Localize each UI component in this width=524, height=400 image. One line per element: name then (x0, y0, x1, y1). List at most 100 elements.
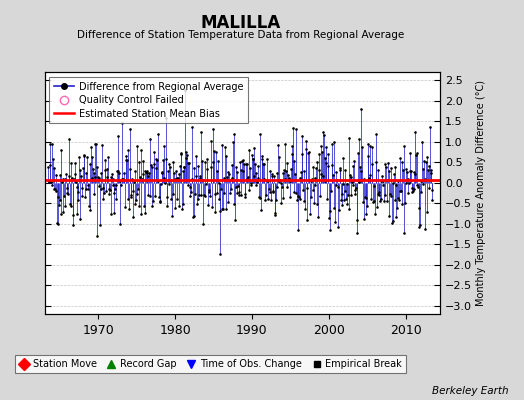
Point (398, 201, 407, 207)
Point (140, 203, 148, 210)
Point (173, 175, 181, 182)
Point (141, 169, 150, 176)
Point (128, 188, 137, 194)
Point (125, 206, 133, 212)
Point (198, 158, 206, 164)
Point (217, 186, 225, 192)
Point (291, 171, 299, 177)
Point (132, 197, 140, 203)
Point (260, 175, 268, 182)
Point (215, 180, 223, 186)
Point (344, 192, 352, 198)
Point (281, 176, 289, 182)
Point (137, 210, 146, 217)
Point (248, 155, 257, 162)
Point (377, 178, 385, 184)
Point (369, 183, 378, 190)
Point (270, 172, 278, 179)
Point (283, 184, 291, 190)
Point (244, 147, 253, 154)
Point (219, 206, 227, 212)
Point (352, 184, 360, 191)
Point (191, 153, 200, 160)
Point (165, 181, 173, 187)
Point (130, 179, 138, 185)
Point (104, 154, 112, 160)
Point (351, 187, 359, 193)
Point (116, 221, 125, 227)
Point (136, 146, 145, 153)
Point (167, 196, 176, 202)
Point (174, 203, 183, 209)
Point (298, 150, 307, 157)
Point (156, 198, 165, 204)
Point (370, 197, 378, 204)
Point (180, 164, 189, 170)
Point (144, 173, 152, 179)
Point (341, 167, 349, 174)
Point (70, 176, 78, 182)
Point (412, 152, 420, 158)
Point (115, 178, 124, 184)
Point (120, 177, 128, 183)
Point (364, 141, 372, 147)
Point (149, 198, 157, 204)
Point (423, 154, 431, 160)
Point (391, 164, 399, 170)
Point (63, 185, 72, 191)
Text: Berkeley Earth: Berkeley Earth (432, 386, 508, 396)
Point (195, 173, 204, 180)
Point (273, 170, 281, 177)
Point (422, 209, 431, 215)
Point (302, 146, 310, 152)
Point (172, 196, 181, 202)
Point (98, 142, 106, 148)
Point (376, 198, 384, 204)
Point (343, 201, 352, 207)
Point (307, 194, 315, 200)
Point (345, 206, 353, 212)
Point (230, 201, 238, 208)
Point (287, 165, 296, 172)
Point (147, 162, 155, 168)
Point (213, 168, 222, 174)
Point (158, 170, 167, 176)
Point (359, 216, 368, 222)
Point (256, 195, 265, 202)
Point (181, 87, 189, 94)
Point (422, 159, 430, 165)
Point (69, 212, 78, 218)
Point (122, 157, 130, 164)
Point (280, 140, 289, 147)
Point (77, 216, 85, 222)
Point (204, 202, 212, 208)
Point (95, 175, 104, 182)
Point (230, 130, 238, 137)
Point (307, 178, 315, 185)
Point (420, 226, 429, 232)
Point (262, 192, 270, 199)
Point (78, 185, 86, 192)
Point (161, 179, 169, 186)
Point (337, 190, 346, 197)
Point (135, 159, 143, 165)
Point (396, 188, 404, 194)
Point (211, 208, 219, 215)
Point (111, 186, 119, 192)
Point (312, 165, 320, 171)
Point (282, 160, 291, 166)
Point (365, 142, 374, 149)
Point (117, 182, 125, 188)
Point (404, 176, 412, 182)
Point (152, 165, 160, 172)
Point (235, 188, 243, 195)
Point (333, 176, 341, 183)
Point (228, 161, 236, 168)
Point (293, 192, 302, 199)
Point (175, 171, 183, 178)
Point (369, 199, 377, 205)
Point (106, 211, 115, 218)
Point (46, 162, 54, 168)
Point (384, 160, 392, 166)
Point (160, 143, 168, 150)
